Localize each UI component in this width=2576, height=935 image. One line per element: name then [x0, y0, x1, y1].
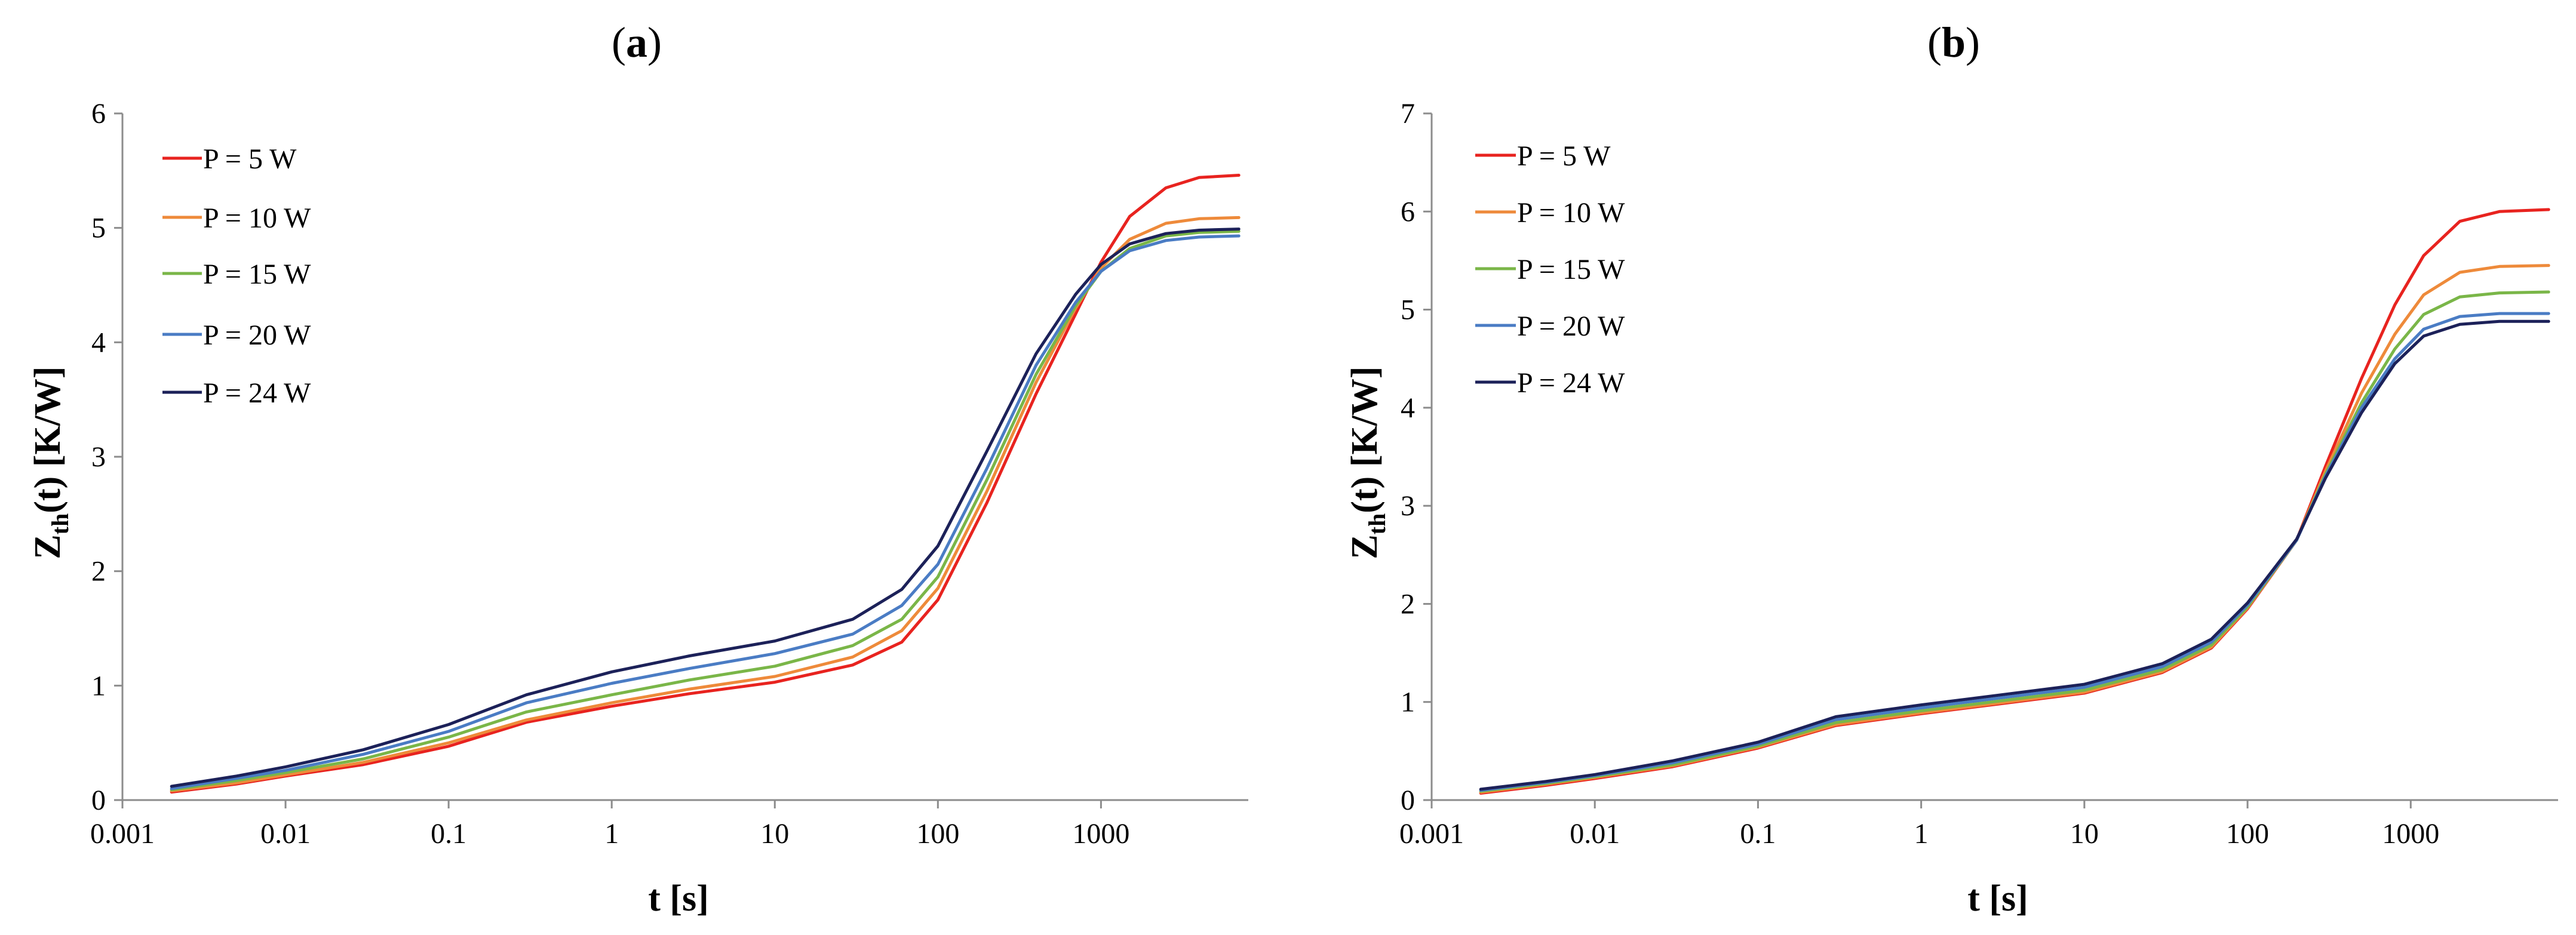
panel-a-series-line-1	[170, 174, 1241, 794]
panel-a-series-line-3	[170, 229, 1241, 792]
panel-a-legend: P = 5 W P = 10 W P = 15 W P = 20 W P = 2…	[162, 143, 311, 409]
panel-a-x-ticks: 0.001 0.01 0.1 1 10 100 1000	[90, 800, 1129, 850]
panel-a-x-tick-label-0: 0.001	[90, 818, 155, 850]
panel-a-x-tick-label-3: 1	[604, 818, 619, 850]
panel-a-letter: a	[626, 19, 647, 66]
panel-b-letter: b	[1942, 19, 1966, 66]
panel-b-y-axis-label: Zth(t) [K/W]	[1344, 366, 1390, 559]
panel-b-legend-label-2: P = 10 W	[1517, 197, 1625, 229]
panel-a-series-group	[170, 174, 1241, 794]
panel-b-y-tick-label-6: 6	[1401, 196, 1415, 227]
panel-b-y-tick-label-1: 1	[1401, 687, 1415, 718]
panel-a-x-tick-label-4: 10	[760, 818, 789, 850]
panel-b-legend-label-5: P = 24 W	[1517, 367, 1625, 399]
panel-a-legend-entry-5: P = 24 W	[162, 377, 311, 409]
panel-a-x-tick-label-6: 1000	[1072, 818, 1129, 850]
panel-a-legend-entry-4: P = 20 W	[162, 319, 311, 351]
panel-b-legend: P = 5 W P = 10 W P = 15 W P = 20 W P = 2…	[1475, 140, 1625, 399]
panel-a-y-tick-label-6: 6	[91, 98, 106, 130]
panel-b-x-tick-label-4: 10	[2070, 818, 2099, 850]
panel-a-x-tick-label-5: 100	[916, 818, 959, 850]
panel-a-y-tick-label-2: 2	[91, 556, 106, 588]
panel-b-x-tick-label-2: 0.1	[1740, 818, 1776, 850]
panel-b-x-axis-label: t [s]	[1967, 878, 2028, 919]
panel-a-legend-label-4: P = 20 W	[203, 319, 311, 351]
panel-a-legend-label-2: P = 10 W	[203, 202, 311, 234]
panel-b-legend-label-1: P = 5 W	[1517, 140, 1611, 172]
panel-a-y-ticks: 0 1 2 3 4 5 6	[91, 98, 122, 816]
panel-a-series-line-4	[170, 234, 1241, 791]
panel-a-x-axis-label: t [s]	[648, 878, 709, 919]
chart-panel-a: (a) Zth(t) [K/W] t [s] 0 1 2 3 4 5 6 0.001 0.01…	[27, 19, 1248, 919]
panel-a-x-tick-label-1: 0.01	[260, 818, 311, 850]
panel-b-y-ticks: 0 1 2 3 4 5 6 7	[1401, 98, 1432, 816]
panel-a-legend-entry-2: P = 10 W	[162, 202, 311, 234]
panel-b-x-tick-label-3: 1	[1914, 818, 1929, 850]
panel-b-x-tick-label-1: 0.01	[1570, 818, 1620, 850]
panel-b-y-axis-title: Zth(t) [K/W]	[1344, 366, 1390, 559]
panel-a-series-line-5	[170, 227, 1241, 788]
panel-a-y-tick-label-4: 4	[91, 327, 106, 358]
panel-b-title: (b)	[1927, 19, 1980, 66]
panel-a-legend-label-5: P = 24 W	[203, 377, 311, 409]
panel-b-series-line-3	[1479, 290, 2550, 793]
panel-a-y-axis-title: Zth(t) [K/W]	[27, 366, 73, 559]
panel-b-y-tick-label-0: 0	[1401, 785, 1415, 816]
panel-b-y-tick-label-3: 3	[1401, 490, 1415, 522]
panel-b-y-tick-label-4: 4	[1401, 392, 1415, 424]
panel-a-y-tick-label-5: 5	[91, 213, 106, 244]
panel-a-legend-entry-3: P = 15 W	[162, 259, 311, 290]
panel-a-x-tick-label-2: 0.1	[431, 818, 466, 850]
panel-a-legend-label-3: P = 15 W	[203, 259, 311, 290]
panel-a-title: (a)	[612, 19, 662, 66]
panel-b-legend-entry-5: P = 24 W	[1475, 367, 1625, 399]
panel-a-y-tick-label-1: 1	[91, 670, 106, 702]
panel-b-series-line-4	[1479, 312, 2550, 792]
panel-b-series-group	[1479, 208, 2550, 795]
panel-a-y-tick-label-0: 0	[91, 785, 106, 816]
panel-b-x-tick-label-6: 1000	[2382, 818, 2439, 850]
panel-b-y-tick-label-7: 7	[1401, 98, 1415, 130]
panel-a-y-tick-label-3: 3	[91, 441, 106, 473]
panel-a-series-line-2	[170, 216, 1241, 793]
panel-b-series-line-5	[1479, 319, 2550, 791]
panel-b-legend-entry-1: P = 5 W	[1475, 140, 1611, 172]
panel-b-x-ticks: 0.001 0.01 0.1 1 10 100 1000	[1399, 800, 2439, 850]
panel-a-legend-label-1: P = 5 W	[203, 143, 297, 175]
panel-b-y-tick-label-5: 5	[1401, 294, 1415, 326]
panel-b-x-tick-label-5: 100	[2226, 818, 2269, 850]
panel-b-y-tick-label-2: 2	[1401, 588, 1415, 620]
panel-a-y-axis-label: Zth(t) [K/W]	[27, 366, 73, 559]
panel-a-legend-entry-1: P = 5 W	[162, 143, 297, 175]
panel-b-x-tick-label-0: 0.001	[1399, 818, 1464, 850]
panel-b-legend-entry-4: P = 20 W	[1475, 310, 1625, 342]
panel-b-legend-label-4: P = 20 W	[1517, 310, 1625, 342]
panel-b-legend-label-3: P = 15 W	[1517, 254, 1625, 285]
panel-b-legend-entry-3: P = 15 W	[1475, 254, 1625, 285]
panel-b-legend-entry-2: P = 10 W	[1475, 197, 1625, 229]
